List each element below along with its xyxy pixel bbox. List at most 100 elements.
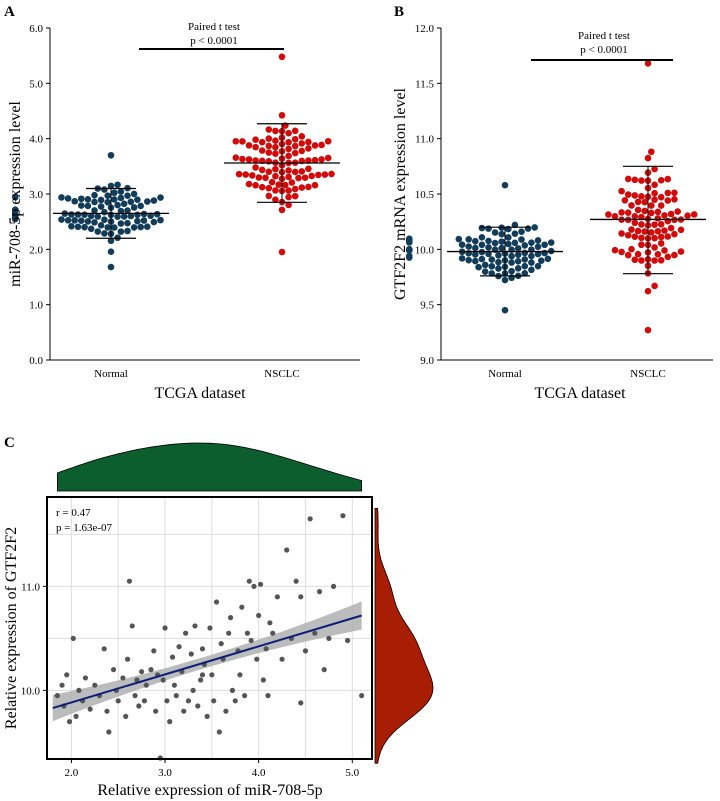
data-point [272, 137, 279, 144]
panel-c-x-label: Relative expression of miR-708-5p [97, 782, 322, 799]
data-point [328, 170, 335, 178]
data-point [291, 168, 299, 176]
data-point [272, 127, 279, 135]
data-point [478, 255, 486, 263]
y-tick-label: 10.5 [415, 189, 435, 201]
data-point [406, 245, 413, 253]
data-point [641, 228, 648, 235]
data-point [169, 654, 176, 660]
data-point [661, 212, 668, 219]
data-point [272, 150, 279, 157]
data-point [74, 211, 82, 218]
data-point [130, 204, 138, 211]
data-point [132, 693, 138, 699]
data-point [272, 196, 279, 203]
data-point [501, 276, 509, 284]
data-point [634, 250, 642, 258]
data-point [498, 244, 506, 252]
data-point [671, 251, 678, 259]
data-point [252, 181, 259, 189]
data-point [324, 137, 332, 145]
data-point [134, 217, 141, 225]
data-point [104, 192, 111, 200]
data-point [192, 623, 198, 629]
data-point [624, 231, 632, 239]
data-point [298, 168, 306, 175]
data-point [12, 193, 19, 201]
data-point [134, 211, 141, 219]
data-point [245, 156, 253, 163]
data-point [278, 112, 286, 119]
data-point [624, 251, 632, 259]
data-point [84, 202, 92, 210]
y-tick-label: 11.0 [415, 134, 434, 146]
data-point [107, 263, 115, 271]
data-point [478, 241, 486, 249]
data-point [151, 648, 157, 654]
data-point [624, 175, 632, 183]
data-point [524, 225, 532, 232]
right-density [374, 508, 434, 764]
data-point [638, 234, 645, 242]
data-point [534, 243, 542, 251]
data-point [651, 196, 658, 204]
data-point [648, 209, 655, 217]
data-point [291, 185, 299, 193]
data-point [263, 646, 269, 652]
data-point [54, 693, 60, 699]
data-point [465, 243, 473, 250]
data-point [104, 224, 111, 231]
data-point [235, 170, 243, 178]
y-tick-label: 12.0 [415, 23, 435, 35]
data-point [481, 261, 489, 269]
data-point [64, 672, 70, 678]
data-point [127, 198, 135, 206]
data-point [406, 252, 413, 260]
panel-b: B 9.0 9.5 10.0 10.5 11.0 11.5 12.0 Normal NSCL… [392, 4, 713, 402]
data-point [651, 257, 658, 264]
data-point [657, 202, 665, 209]
data-point [634, 206, 642, 214]
data-point [97, 196, 105, 204]
data-point [258, 183, 266, 191]
y-tick-label: 1.0 [29, 300, 43, 312]
data-point [465, 236, 473, 243]
panel-b-x-label: TCGA dataset [534, 385, 626, 402]
data-point [657, 221, 665, 228]
data-point [664, 233, 672, 240]
data-point [188, 651, 194, 657]
data-point [258, 166, 266, 174]
data-point [611, 212, 619, 220]
data-point [94, 228, 102, 235]
top-density [56, 442, 363, 492]
panel-b-test-name: Paired t test [578, 30, 630, 42]
data-point [541, 249, 548, 257]
data-point [147, 212, 154, 220]
data-point [239, 604, 245, 610]
data-point [252, 157, 259, 164]
data-point [498, 230, 506, 238]
data-point [644, 154, 652, 162]
data-point [657, 176, 665, 184]
x-tick-label: 3.0 [158, 767, 172, 779]
data-point [631, 256, 639, 264]
y-tick-label: 2.0 [29, 244, 43, 256]
data-point [64, 195, 72, 202]
data-point [495, 252, 502, 259]
data-point [91, 219, 98, 226]
data-point [209, 672, 215, 678]
data-point [514, 251, 522, 259]
data-point [628, 226, 635, 233]
data-point [611, 246, 619, 254]
data-point [651, 282, 658, 290]
data-point [528, 259, 535, 266]
data-point [305, 183, 312, 191]
data-point [326, 635, 332, 642]
data-point [657, 256, 665, 264]
data-point [265, 142, 273, 150]
data-point [120, 675, 126, 681]
y-tick-label: 9.5 [420, 300, 434, 312]
data-point [81, 211, 88, 218]
data-point [87, 225, 95, 233]
